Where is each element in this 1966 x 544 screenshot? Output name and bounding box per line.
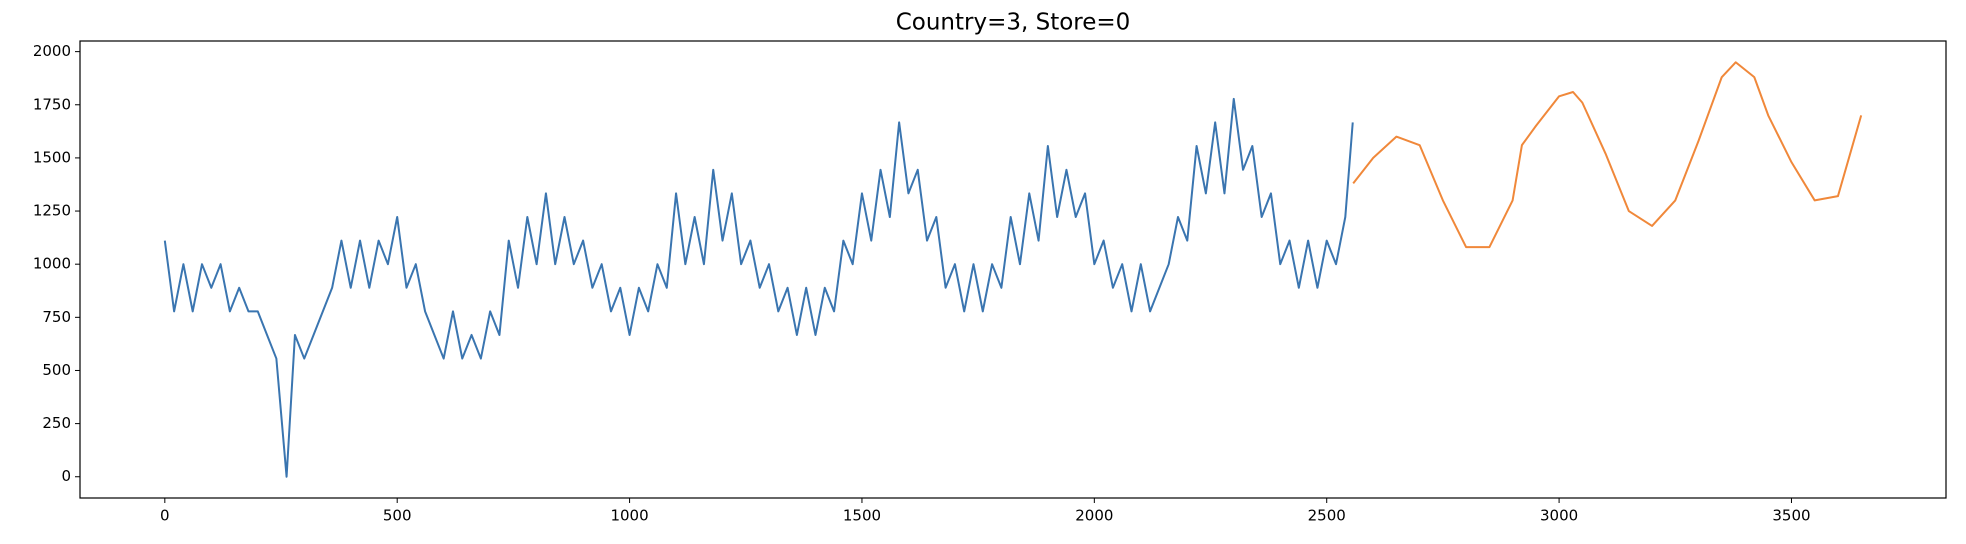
x-tick-label: 1500 (843, 507, 881, 525)
x-tick-label: 500 (383, 507, 412, 525)
x-tick-label: 3000 (1540, 507, 1578, 525)
x-tick-label: 1000 (610, 507, 648, 525)
y-tick-label: 750 (42, 308, 71, 326)
series-line (1352, 61, 1863, 249)
y-tick-label: 250 (42, 414, 71, 432)
series-line (163, 97, 1354, 478)
y-tick-label: 1500 (33, 148, 71, 166)
x-tick-label: 3500 (1772, 507, 1810, 525)
y-tick-label: 0 (61, 467, 71, 485)
y-tick-label: 1250 (33, 202, 71, 220)
y-tick-label: 1750 (33, 95, 71, 113)
y-tick-label: 1000 (33, 255, 71, 273)
x-tick-label: 2500 (1308, 507, 1346, 525)
x-tick-label: 2000 (1075, 507, 1113, 525)
y-tick-label: 500 (42, 361, 71, 379)
y-tick-label: 2000 (33, 42, 71, 60)
x-tick-label: 0 (160, 507, 170, 525)
chart-title: Country=3, Store=0 (896, 10, 1131, 36)
plot-frame (79, 40, 1947, 499)
